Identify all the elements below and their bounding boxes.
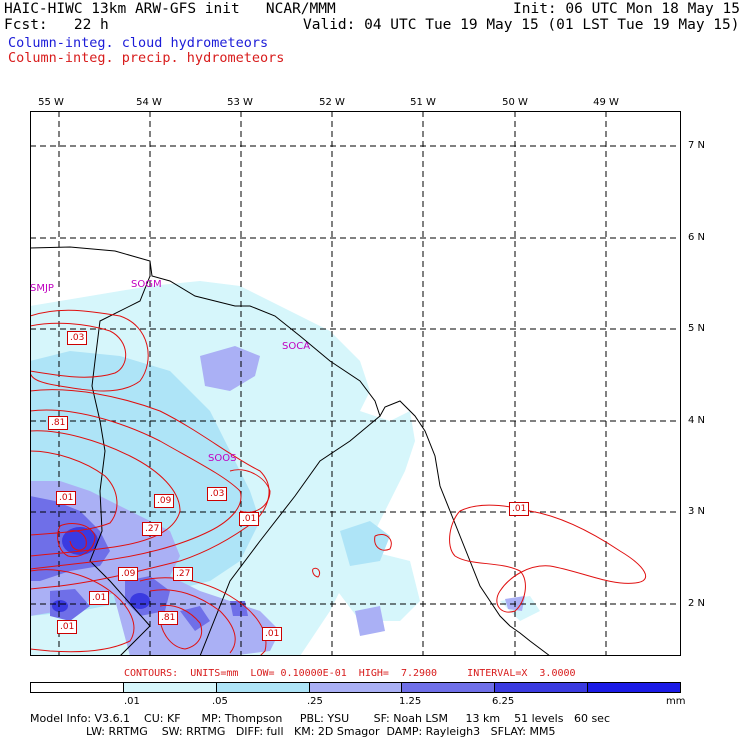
- lon-label: 51 W: [410, 97, 436, 108]
- contour-label: .09: [118, 567, 139, 581]
- contour-label: .03: [67, 331, 88, 345]
- lat-lon-grid: [30, 111, 681, 656]
- contour-label: .27: [142, 522, 163, 536]
- contour-label: .01: [56, 491, 77, 505]
- station-label: SOCA: [282, 341, 311, 352]
- colorbar-bin: [122, 683, 216, 692]
- model-info-line1: Model Info: V3.6.1 CU: KF MP: Thompson P…: [30, 712, 610, 725]
- lat-label: 5 N: [688, 323, 706, 334]
- contour-label: .03: [207, 487, 228, 501]
- precip-field-label: Column-integ. precip. hydrometeors: [8, 50, 285, 66]
- lon-label: 55 W: [38, 97, 64, 108]
- station-label: SOGM: [131, 279, 162, 290]
- lat-label: 7 N: [688, 140, 706, 151]
- lon-label: 50 W: [502, 97, 528, 108]
- forecast-hour: Fcst: 22 h: [4, 17, 109, 33]
- lon-label: 53 W: [227, 97, 253, 108]
- contour-label: .01: [262, 627, 283, 641]
- header-title: HAIC-HIWC 13km ARW-GFS init NCAR/MMM: [4, 1, 336, 17]
- colorbar-bin: [587, 683, 681, 692]
- station-label: SOOS: [208, 453, 237, 464]
- lon-label: 54 W: [136, 97, 162, 108]
- contour-label: .09: [154, 494, 175, 508]
- model-info-line2: LW: RRTMG SW: RRTMG DIFF: full KM: 2D Sm…: [30, 725, 556, 738]
- contour-label: .81: [158, 611, 179, 625]
- lat-label: 3 N: [688, 506, 706, 517]
- contour-label: .01: [239, 512, 260, 526]
- colorbar-bin: [215, 683, 309, 692]
- contours-info: CONTOURS: UNITS=mm LOW= 0.10000E-01 HIGH…: [124, 668, 576, 679]
- contour-label: .01: [89, 591, 110, 605]
- precip-contours: [30, 309, 647, 656]
- contour-label: .01: [57, 620, 78, 634]
- station-label: SMJP: [30, 283, 54, 294]
- colorbar-label: 6.25: [492, 696, 515, 707]
- colorbar: [30, 682, 681, 693]
- lat-label: 2 N: [688, 598, 706, 609]
- colorbar-label: .25: [307, 696, 323, 707]
- cloud-fill-intense: [52, 527, 150, 612]
- valid-time: Valid: 04 UTC Tue 19 May 15 (01 LST Tue …: [303, 17, 740, 33]
- country-border: [89, 261, 151, 656]
- lon-label: 52 W: [319, 97, 345, 108]
- colorbar-bin: [401, 683, 495, 692]
- colorbar-label: .01: [124, 696, 140, 707]
- colorbar-units: mm: [666, 696, 686, 707]
- colorbar-bin: [31, 683, 123, 692]
- lon-label: 49 W: [593, 97, 619, 108]
- cloud-field-label: Column-integ. cloud hydrometeors: [8, 35, 269, 51]
- colorbar-label: .05: [212, 696, 228, 707]
- contour-label: .01: [509, 502, 530, 516]
- map-frame: [30, 111, 681, 656]
- forecast-map: [30, 111, 681, 656]
- colorbar-bin: [308, 683, 402, 692]
- colorbar-bin: [494, 683, 588, 692]
- coastline: [30, 246, 551, 656]
- lat-label: 6 N: [688, 232, 706, 243]
- contour-label: .27: [173, 567, 194, 581]
- colorbar-label: 1.25: [399, 696, 422, 707]
- lat-label: 4 N: [688, 415, 706, 426]
- country-border: [199, 415, 381, 656]
- init-time: Init: 06 UTC Mon 18 May 15: [513, 1, 740, 17]
- contour-label: .81: [48, 416, 69, 430]
